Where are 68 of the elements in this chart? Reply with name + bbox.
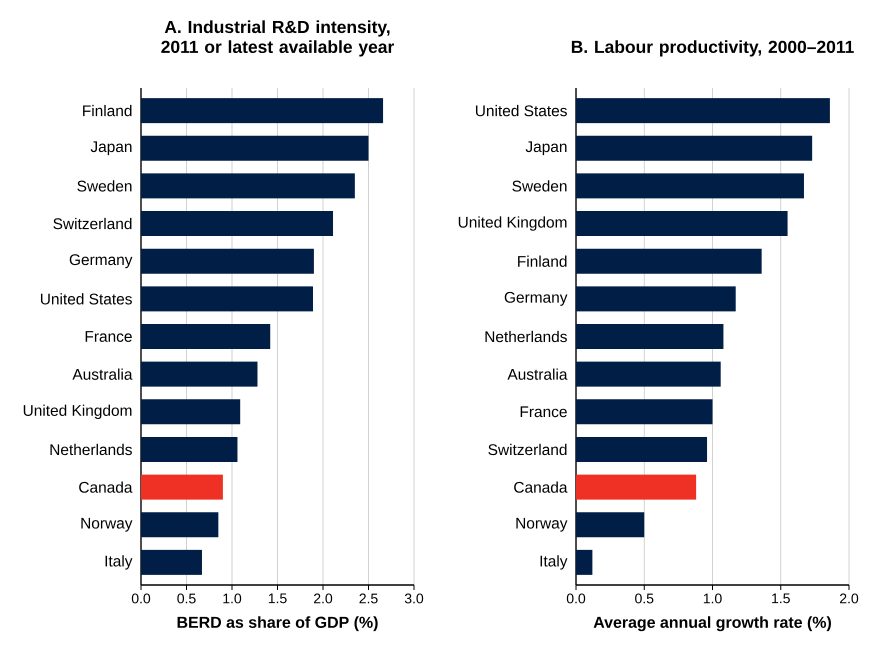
y-tick-label: Switzerland (488, 444, 566, 456)
bar (141, 436, 238, 462)
bar (141, 324, 270, 350)
y-tick-label: Finland (518, 256, 566, 267)
bar (576, 550, 592, 575)
x-axis-title: Average annual growth rate (%) (594, 616, 831, 632)
bar (141, 211, 334, 236)
x-tick-label: 0.5 (635, 594, 654, 604)
x-tick-label: 2.0 (840, 594, 858, 604)
bar (141, 248, 314, 274)
bar (576, 436, 708, 462)
y-tick-label: United Kingdom (24, 404, 132, 420)
y-tick-label: Australia (507, 368, 568, 380)
y-tick-label: Norway (516, 518, 568, 532)
bar (141, 474, 223, 500)
x-tick-label: 0.0 (566, 594, 586, 604)
bar (141, 512, 218, 538)
y-tick-label: Canada (514, 481, 568, 493)
y-tick-label: Netherlands (50, 444, 132, 456)
bar (576, 474, 696, 500)
bar (576, 248, 762, 274)
bar (141, 286, 313, 312)
bar (141, 136, 368, 161)
bar (576, 286, 736, 312)
y-tick-label: France (520, 406, 567, 418)
y-tick-label: Japan (90, 141, 132, 156)
bar (576, 136, 812, 161)
y-tick-label: Italy (540, 555, 568, 570)
y-tick-label: Italy (106, 555, 132, 570)
y-tick-label: Canada (79, 481, 132, 493)
y-tick-label: Switzerland (53, 218, 132, 230)
bar (576, 362, 721, 387)
x-tick-label: 1.0 (223, 594, 242, 604)
y-tick-label: United States (40, 293, 132, 305)
bar (576, 211, 788, 236)
x-tick-label: 3.0 (404, 594, 424, 604)
bar (576, 173, 804, 198)
y-tick-label: Finland (83, 104, 132, 116)
x-tick-label: 0.0 (132, 594, 150, 604)
bar (141, 98, 384, 124)
x-tick-label: 2.0 (314, 594, 332, 604)
bar (576, 399, 713, 424)
y-tick-label: France (86, 331, 132, 342)
x-tick-label: 1.5 (268, 594, 287, 604)
bar (141, 362, 258, 387)
y-tick-label: Germany (504, 292, 568, 306)
y-tick-label: Australia (72, 368, 132, 380)
y-tick-label: Germany (70, 254, 132, 268)
bar (141, 173, 355, 198)
x-tick-label: 1.0 (704, 594, 722, 604)
x-tick-label: 1.5 (772, 594, 790, 604)
y-tick-label: Japan (526, 141, 566, 156)
x-tick-label: 2.5 (360, 594, 378, 604)
chart-title: A. Industrial R&D intensity, 2011 or latest available year (161, 20, 394, 57)
y-tick-label: Sweden (512, 180, 566, 192)
x-tick-label: 0.5 (177, 594, 196, 604)
bar (141, 399, 240, 424)
bar (576, 324, 724, 350)
y-tick-label: Norway (81, 518, 132, 532)
y-tick-label: Netherlands (485, 330, 567, 342)
y-tick-label: United Kingdom (458, 216, 566, 231)
bar (576, 98, 830, 124)
bar (576, 512, 644, 538)
y-tick-label: United States (476, 104, 567, 116)
bar (141, 550, 202, 575)
y-tick-label: Sweden (77, 180, 132, 192)
x-axis-title: BERD as share of GDP (%) (178, 616, 378, 632)
chart-title: B. Labour productivity, 2000–2011 (572, 40, 854, 57)
